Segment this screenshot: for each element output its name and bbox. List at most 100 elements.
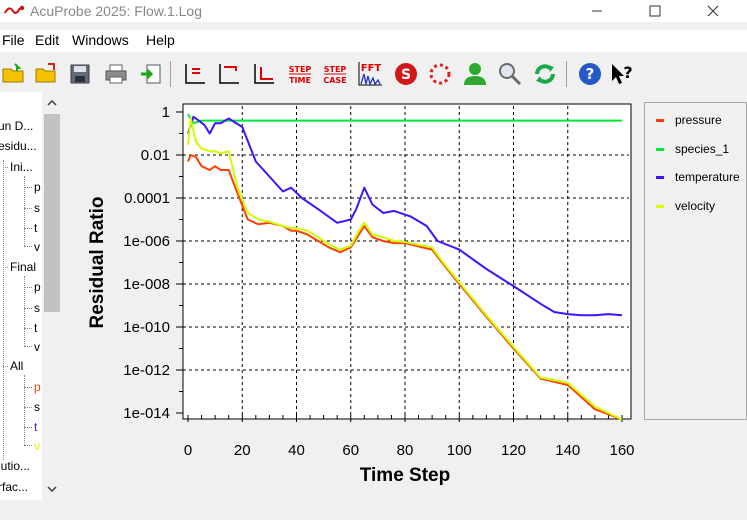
tree-scrollbar[interactable] bbox=[42, 92, 62, 500]
tree-node-initial-species[interactable]: s bbox=[34, 201, 40, 215]
tree-connector bbox=[3, 366, 8, 367]
tree-connector bbox=[24, 246, 32, 247]
open-folder-icon bbox=[2, 63, 24, 83]
step-time-bottom: TIME bbox=[289, 76, 311, 85]
toolbar: STEP TIME STEP CASE FFT S ? ? bbox=[0, 57, 747, 91]
legend-label: species_1 bbox=[675, 142, 730, 156]
tree-node-solution[interactable]: lutio... bbox=[0, 459, 31, 473]
tree-connector bbox=[3, 167, 8, 168]
legend-label: temperature bbox=[675, 170, 740, 184]
plot-lines-button[interactable] bbox=[181, 60, 209, 88]
what-is-this-button[interactable]: ? bbox=[608, 60, 636, 88]
tree-connector bbox=[24, 187, 32, 188]
close-button[interactable] bbox=[690, 0, 736, 22]
minimize-icon bbox=[592, 10, 602, 12]
plot-axis-button[interactable] bbox=[250, 60, 278, 88]
plot-lines-icon bbox=[185, 64, 205, 84]
open-file-button[interactable] bbox=[32, 60, 60, 88]
tree-node-initial-pressure[interactable]: p bbox=[34, 180, 41, 194]
zoom-icon bbox=[499, 63, 522, 86]
tree-connector bbox=[24, 287, 32, 288]
legend-swatch bbox=[656, 176, 664, 179]
tree-node-initial-velocity[interactable]: v bbox=[34, 240, 40, 254]
tree-node-final-temperature[interactable]: t bbox=[34, 321, 38, 335]
plot-corner-button[interactable] bbox=[215, 60, 243, 88]
print-button[interactable] bbox=[102, 60, 130, 88]
tree-node-initial-temperature[interactable]: t bbox=[34, 221, 38, 235]
tree-node-residual[interactable]: esidu... bbox=[0, 139, 37, 153]
legend-label: pressure bbox=[675, 113, 722, 127]
help-icon: ? bbox=[579, 63, 601, 85]
refresh-icon bbox=[535, 64, 555, 84]
save-button[interactable] bbox=[66, 60, 94, 88]
legend-swatch bbox=[656, 148, 664, 151]
export-icon bbox=[141, 64, 161, 84]
window-title: AcuProbe 2025: Flow.1.Log bbox=[30, 3, 203, 19]
step-case-button[interactable]: STEP CASE bbox=[321, 60, 349, 88]
tree-connector bbox=[24, 328, 32, 329]
zoom-button[interactable] bbox=[496, 60, 524, 88]
tree-node-final-pressure[interactable]: p bbox=[34, 280, 41, 294]
tree-node-final-velocity[interactable]: v bbox=[34, 340, 40, 354]
plot-axis-icon bbox=[254, 64, 274, 84]
user-icon bbox=[464, 63, 486, 85]
tree-node-all-pressure[interactable]: p bbox=[34, 380, 41, 394]
app-logo-icon bbox=[4, 5, 25, 14]
open-folder-button[interactable] bbox=[0, 60, 28, 88]
menu-file[interactable]: File bbox=[2, 32, 25, 48]
step-case-bottom: CASE bbox=[323, 76, 346, 85]
tree-node-all-velocity[interactable]: v bbox=[34, 439, 40, 453]
scroll-down-button[interactable] bbox=[42, 480, 62, 498]
svg-text:S: S bbox=[401, 67, 411, 83]
export-button[interactable] bbox=[137, 60, 165, 88]
title-bar: AcuProbe 2025: Flow.1.Log bbox=[0, 0, 747, 22]
tree-node-initial[interactable]: Ini... bbox=[10, 160, 33, 174]
toolbar-separator bbox=[170, 61, 171, 87]
tree-node-surface[interactable]: rfac... bbox=[0, 480, 29, 494]
maximize-button[interactable] bbox=[632, 0, 678, 22]
tree-connector bbox=[24, 445, 32, 446]
tree-node-all-species[interactable]: s bbox=[34, 400, 40, 414]
step-time-button[interactable]: STEP TIME bbox=[286, 60, 314, 88]
what-is-this-icon: ? bbox=[612, 63, 633, 84]
tree-node-final-species[interactable]: s bbox=[34, 301, 40, 315]
legend-label: velocity bbox=[675, 199, 716, 213]
tree-connector bbox=[3, 160, 4, 460]
tree-node-all-temperature[interactable]: t bbox=[34, 420, 38, 434]
menu-bar: File Edit Windows Help bbox=[0, 30, 747, 52]
refresh-button[interactable] bbox=[531, 60, 559, 88]
tree-connector bbox=[24, 346, 32, 347]
stop-button[interactable]: S bbox=[392, 60, 420, 88]
user-button[interactable] bbox=[461, 60, 489, 88]
step-time-top: STEP bbox=[289, 65, 312, 74]
legend-swatch bbox=[656, 119, 664, 122]
tree-node-all[interactable]: All bbox=[10, 359, 24, 373]
fft-button[interactable]: FFT bbox=[356, 60, 384, 88]
open-file-icon bbox=[35, 63, 56, 83]
menu-help[interactable]: Help bbox=[146, 32, 175, 48]
loading-button[interactable] bbox=[426, 60, 454, 88]
scroll-up-button[interactable] bbox=[42, 94, 62, 112]
menu-edit[interactable]: Edit bbox=[35, 32, 60, 48]
tree-node-run[interactable]: un D... bbox=[0, 119, 34, 133]
plot-corner-icon bbox=[219, 64, 239, 84]
legend-swatch bbox=[656, 205, 664, 208]
tree-connector bbox=[24, 375, 25, 445]
menu-windows[interactable]: Windows bbox=[72, 32, 129, 48]
loading-icon bbox=[429, 63, 451, 85]
scroll-thumb[interactable] bbox=[44, 114, 60, 312]
tree-connector bbox=[24, 176, 25, 246]
help-button[interactable]: ? bbox=[576, 60, 604, 88]
save-icon bbox=[70, 64, 90, 84]
print-icon bbox=[105, 64, 127, 84]
fft-label: FFT bbox=[361, 63, 382, 74]
tree-connector bbox=[24, 387, 32, 388]
step-time-icon: STEP TIME bbox=[289, 65, 312, 85]
minimize-button[interactable] bbox=[574, 0, 620, 22]
stop-icon: S bbox=[395, 63, 417, 85]
tree-node-final[interactable]: Final bbox=[10, 260, 37, 274]
step-case-icon: STEP CASE bbox=[323, 65, 347, 85]
tree-connector bbox=[24, 208, 32, 209]
tree-connector bbox=[24, 308, 32, 309]
step-case-top: STEP bbox=[324, 65, 347, 74]
